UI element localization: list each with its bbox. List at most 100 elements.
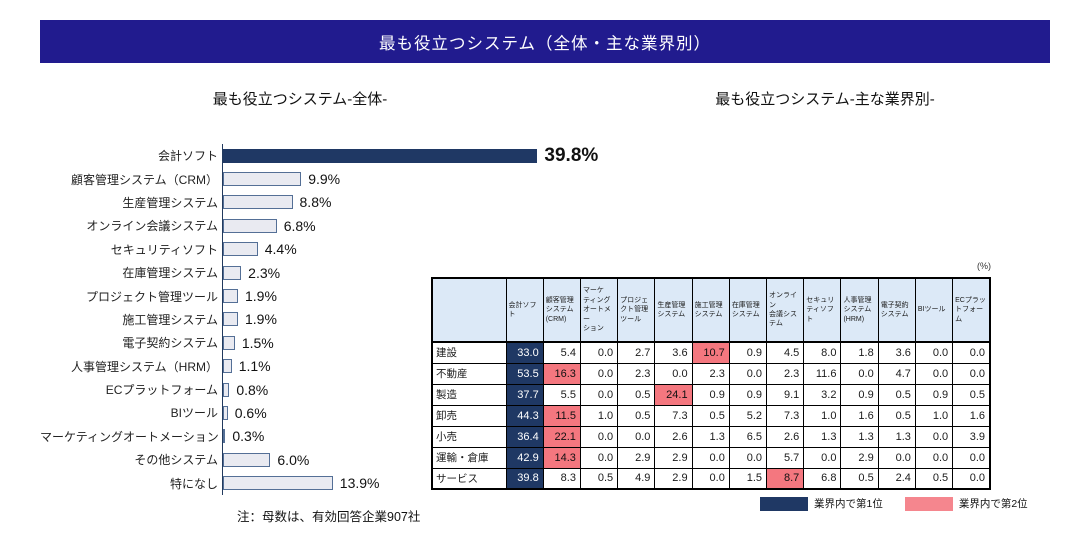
bar-category-label: セキュリティソフト	[110, 242, 218, 257]
rank2-swatch	[904, 496, 953, 511]
bar	[223, 265, 242, 280]
table-cell: 2.3	[766, 362, 805, 385]
table-cell: 0.0	[914, 362, 954, 385]
column-header: 顧客管理 システム (CRM)	[542, 277, 581, 343]
table-cell: 3.2	[803, 383, 842, 406]
table-cell: 0.0	[579, 341, 619, 364]
table-cell: 0.0	[728, 446, 768, 469]
column-header: マーケ ティング オートメー ション	[579, 277, 619, 343]
bar-track: 39.8%	[222, 144, 640, 168]
table-cell: 1.0	[579, 404, 619, 427]
bar-track: 1.5%	[222, 331, 640, 355]
bar-category-label: ECプラットフォーム	[105, 383, 218, 398]
table-row: 建設 33.0 5.4 0.0 2.7 3.6 10.7 0.9 4.5 8.0 1.8 3.6 0.0…	[431, 341, 991, 364]
table-cell: 0.9	[691, 383, 730, 406]
table-cell: 0.0	[914, 446, 954, 469]
bar-row: 生産管理システム 8.8%	[40, 190, 640, 215]
table-cell: 7.3	[766, 404, 805, 427]
bar-row: 施工管理システム 1.9%	[40, 307, 640, 332]
table-cell: 1.5	[728, 467, 768, 490]
banner-title: 最も役立つシステム（全体・主な業界別）	[378, 34, 711, 53]
table-cell: 44.3	[505, 404, 544, 427]
bar	[223, 312, 238, 327]
table-cell: 0.0	[952, 446, 991, 469]
table-cell: 0.5	[914, 467, 954, 490]
table-cell: 37.7	[505, 383, 544, 406]
table-cell: 5.5	[542, 383, 581, 406]
row-header: 建設	[431, 341, 507, 364]
table-row: サービス 39.8 8.3 0.5 4.9 2.9 0.0 1.5 8.7 6.8 0.5 2.4 0.…	[431, 467, 991, 490]
overall-chart-title: 最も役立つシステム-全体-	[212, 91, 388, 108]
bar-track: 8.8%	[222, 190, 640, 215]
column-header: セキュリ ティソフト	[803, 277, 842, 343]
bar-category-label: プロジェクト管理ツール	[85, 289, 218, 304]
table-cell: 11.5	[542, 404, 581, 427]
table-cell: 3.6	[654, 341, 693, 364]
table-cell: 0.5	[579, 467, 619, 490]
bar-value-label: 8.8%	[299, 194, 332, 211]
bar-row: プロジェクト管理ツール 1.9%	[40, 284, 640, 308]
bar-row: 人事管理システム（HRM） 1.1%	[40, 354, 640, 378]
table-cell: 6.8	[803, 467, 842, 490]
bar-value-label: 1.9%	[245, 288, 277, 305]
table-cell: 53.5	[505, 362, 544, 385]
row-header: 製造	[431, 383, 507, 406]
industry-table-title: 最も役立つシステム-主な業界別-	[715, 91, 935, 108]
table-cell: 0.5	[617, 404, 656, 427]
rank1-label: 業界内で第1位	[814, 498, 883, 510]
table-cell: 1.8	[840, 341, 879, 364]
bar-row: 特になし 13.9%	[40, 471, 640, 495]
table-cell: 39.8	[505, 467, 544, 490]
bar-category-label: 顧客管理システム（CRM）	[71, 172, 218, 187]
bar-value-label: 13.9%	[339, 475, 380, 492]
table-cell: 8.3	[542, 467, 581, 490]
bar-value-label: 1.9%	[245, 311, 277, 328]
table-cell: 0.5	[952, 383, 991, 406]
table-cell: 0.5	[877, 383, 916, 406]
table-cell: 5.7	[766, 446, 805, 469]
table-cell: 10.7	[691, 341, 730, 364]
table-row: 不動産 53.5 16.3 0.0 2.3 0.0 2.3 0.0 2.3 11.6 0.0 4.7 0…	[431, 362, 991, 385]
table-cell: 0.0	[877, 446, 916, 469]
table-cell: 4.7	[877, 362, 916, 385]
table-cell: 2.9	[654, 446, 693, 469]
table-cell: 9.1	[766, 383, 805, 406]
rank2-label: 業界内で第2位	[958, 498, 1028, 510]
table-cell: 4.9	[617, 467, 656, 490]
table-cell: 2.7	[617, 341, 656, 364]
table-cell: 0.0	[617, 425, 656, 448]
table-cell: 0.9	[914, 383, 954, 406]
table-cell: 11.6	[803, 362, 842, 385]
table-cell: 42.9	[505, 446, 544, 469]
column-header: 施工管理 システム	[691, 277, 730, 343]
footnote: 注：母数は、有効回答企業907社	[237, 510, 421, 524]
bar-track: 6.8%	[222, 214, 640, 238]
table-cell: 0.0	[952, 341, 991, 364]
bar	[223, 359, 232, 374]
column-header: プロジェ クト管理 ツール	[617, 277, 656, 343]
bar-row: 会計ソフト 39.8%	[40, 144, 640, 168]
bar-track: 1.9%	[222, 284, 640, 308]
banner: 最も役立つシステム（全体・主な業界別）	[40, 20, 1050, 63]
row-header: サービス	[431, 467, 507, 490]
table-cell: 0.0	[914, 341, 954, 364]
bar-track: 1.9%	[222, 307, 640, 332]
table-cell: 0.0	[728, 362, 768, 385]
table-cell: 0.0	[952, 467, 991, 490]
bar-value-label: 9.9%	[308, 171, 341, 188]
bar-value-label: 2.3%	[248, 264, 281, 281]
table-cell: 22.1	[542, 425, 581, 448]
bar-track: 0.3%	[222, 424, 640, 449]
bar	[223, 429, 226, 444]
table-cell: 5.2	[728, 404, 768, 427]
bar-category-label: オンライン会議システム	[86, 219, 218, 234]
bar-value-label: 0.3%	[232, 428, 265, 445]
table-cell: 16.3	[542, 362, 581, 385]
row-header: 小売	[431, 425, 507, 448]
table-cell: 24.1	[654, 383, 693, 406]
column-header: ECプラッ トフォーム	[952, 277, 991, 343]
rank1-swatch	[760, 496, 808, 511]
table-cell: 2.4	[877, 467, 916, 490]
table-cell: 2.3	[691, 362, 730, 385]
table-cell: 0.0	[654, 362, 693, 385]
